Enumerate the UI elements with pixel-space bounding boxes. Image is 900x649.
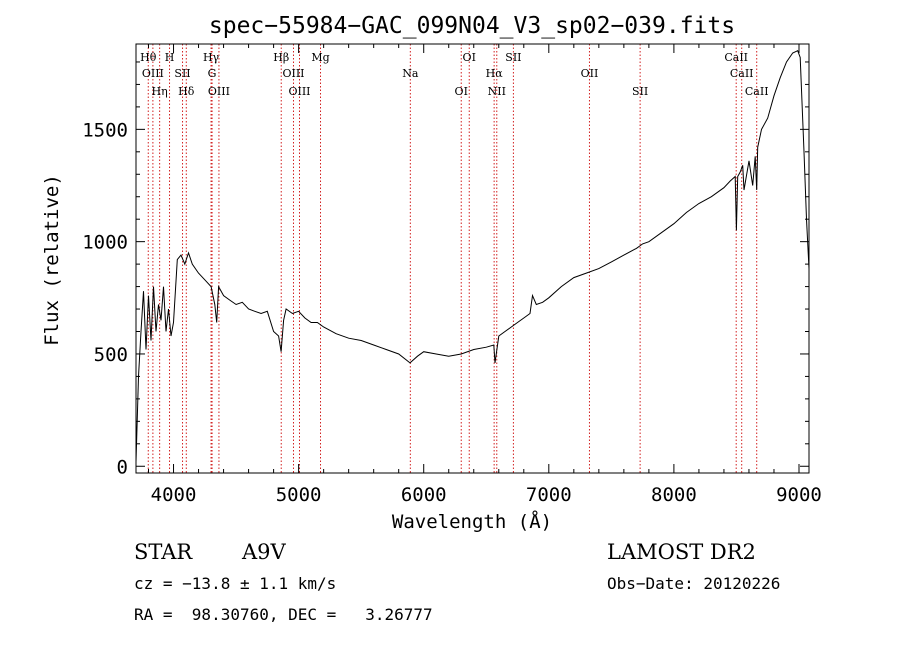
line-label: OIII: [282, 67, 304, 80]
observation-date: Obs−Date: 20120226: [607, 574, 781, 593]
line-label: OIII: [142, 67, 164, 80]
x-tick-label: 7000: [526, 484, 572, 506]
line-label: NII: [488, 85, 506, 98]
line-label: H: [165, 51, 175, 64]
spectrum-series-line: [135, 50, 810, 462]
line-label: Hδ: [178, 85, 195, 98]
y-tick-label: 1000: [82, 232, 128, 254]
spectral-line-markers: [147, 44, 758, 473]
x-tick-label: 4000: [151, 484, 197, 506]
line-label: CaII: [745, 85, 769, 98]
line-label: SII: [174, 67, 190, 80]
line-label: Hγ: [203, 51, 220, 64]
x-tick-label: 9000: [776, 484, 822, 506]
line-label: G: [208, 67, 217, 80]
x-tick-label: 8000: [651, 484, 697, 506]
line-label: OIII: [208, 85, 230, 98]
chart-title: spec−55984−GAC_099N04_V3_sp02−039.fits: [209, 13, 735, 39]
y-axis-ticks: 0 500 1000 1500: [82, 61, 809, 478]
line-label: OII: [581, 67, 599, 80]
spectrum-chart: spec−55984−GAC_099N04_V3_sp02−039.fits H…: [41, 13, 822, 533]
x-axis-label: Wavelength (Å): [392, 510, 552, 533]
line-label: Hη: [152, 85, 168, 98]
line-label: CaII: [730, 67, 754, 80]
y-axis-label: Flux (relative): [41, 174, 63, 346]
object-class: STAR: [134, 540, 193, 564]
x-tick-label: 5000: [276, 484, 322, 506]
line-label: OI: [455, 85, 468, 98]
spectral-line-labels: Hθ OIII Hη H SII Hδ Hγ G OIII Hβ OIII OIII Mg Na OI OI H…: [140, 51, 768, 98]
line-label: SII: [505, 51, 521, 64]
line-label: Na: [402, 67, 419, 80]
x-axis-ticks: 4000 5000 6000 7000 8000 9000: [148, 44, 822, 506]
line-label: OIII: [288, 85, 310, 98]
object-subclass: A9V: [242, 540, 286, 564]
y-tick-label: 500: [94, 344, 128, 366]
line-label: OI: [463, 51, 476, 64]
y-tick-label: 0: [117, 456, 128, 478]
redshift-cz: cz = −13.8 ± 1.1 km/s: [134, 574, 337, 593]
ra-dec: RA = 98.30760, DEC = 3.26777: [134, 605, 433, 624]
survey-name: LAMOST DR2: [607, 540, 756, 564]
line-label: Hθ: [140, 51, 157, 64]
x-tick-label: 6000: [401, 484, 447, 506]
line-label: Mg: [311, 51, 329, 64]
line-label: CaII: [724, 51, 748, 64]
line-label: SII: [632, 85, 648, 98]
y-tick-label: 1500: [82, 119, 128, 141]
line-label: Hα: [486, 67, 504, 80]
plot-frame: [135, 43, 810, 474]
line-label: Hβ: [273, 51, 289, 64]
